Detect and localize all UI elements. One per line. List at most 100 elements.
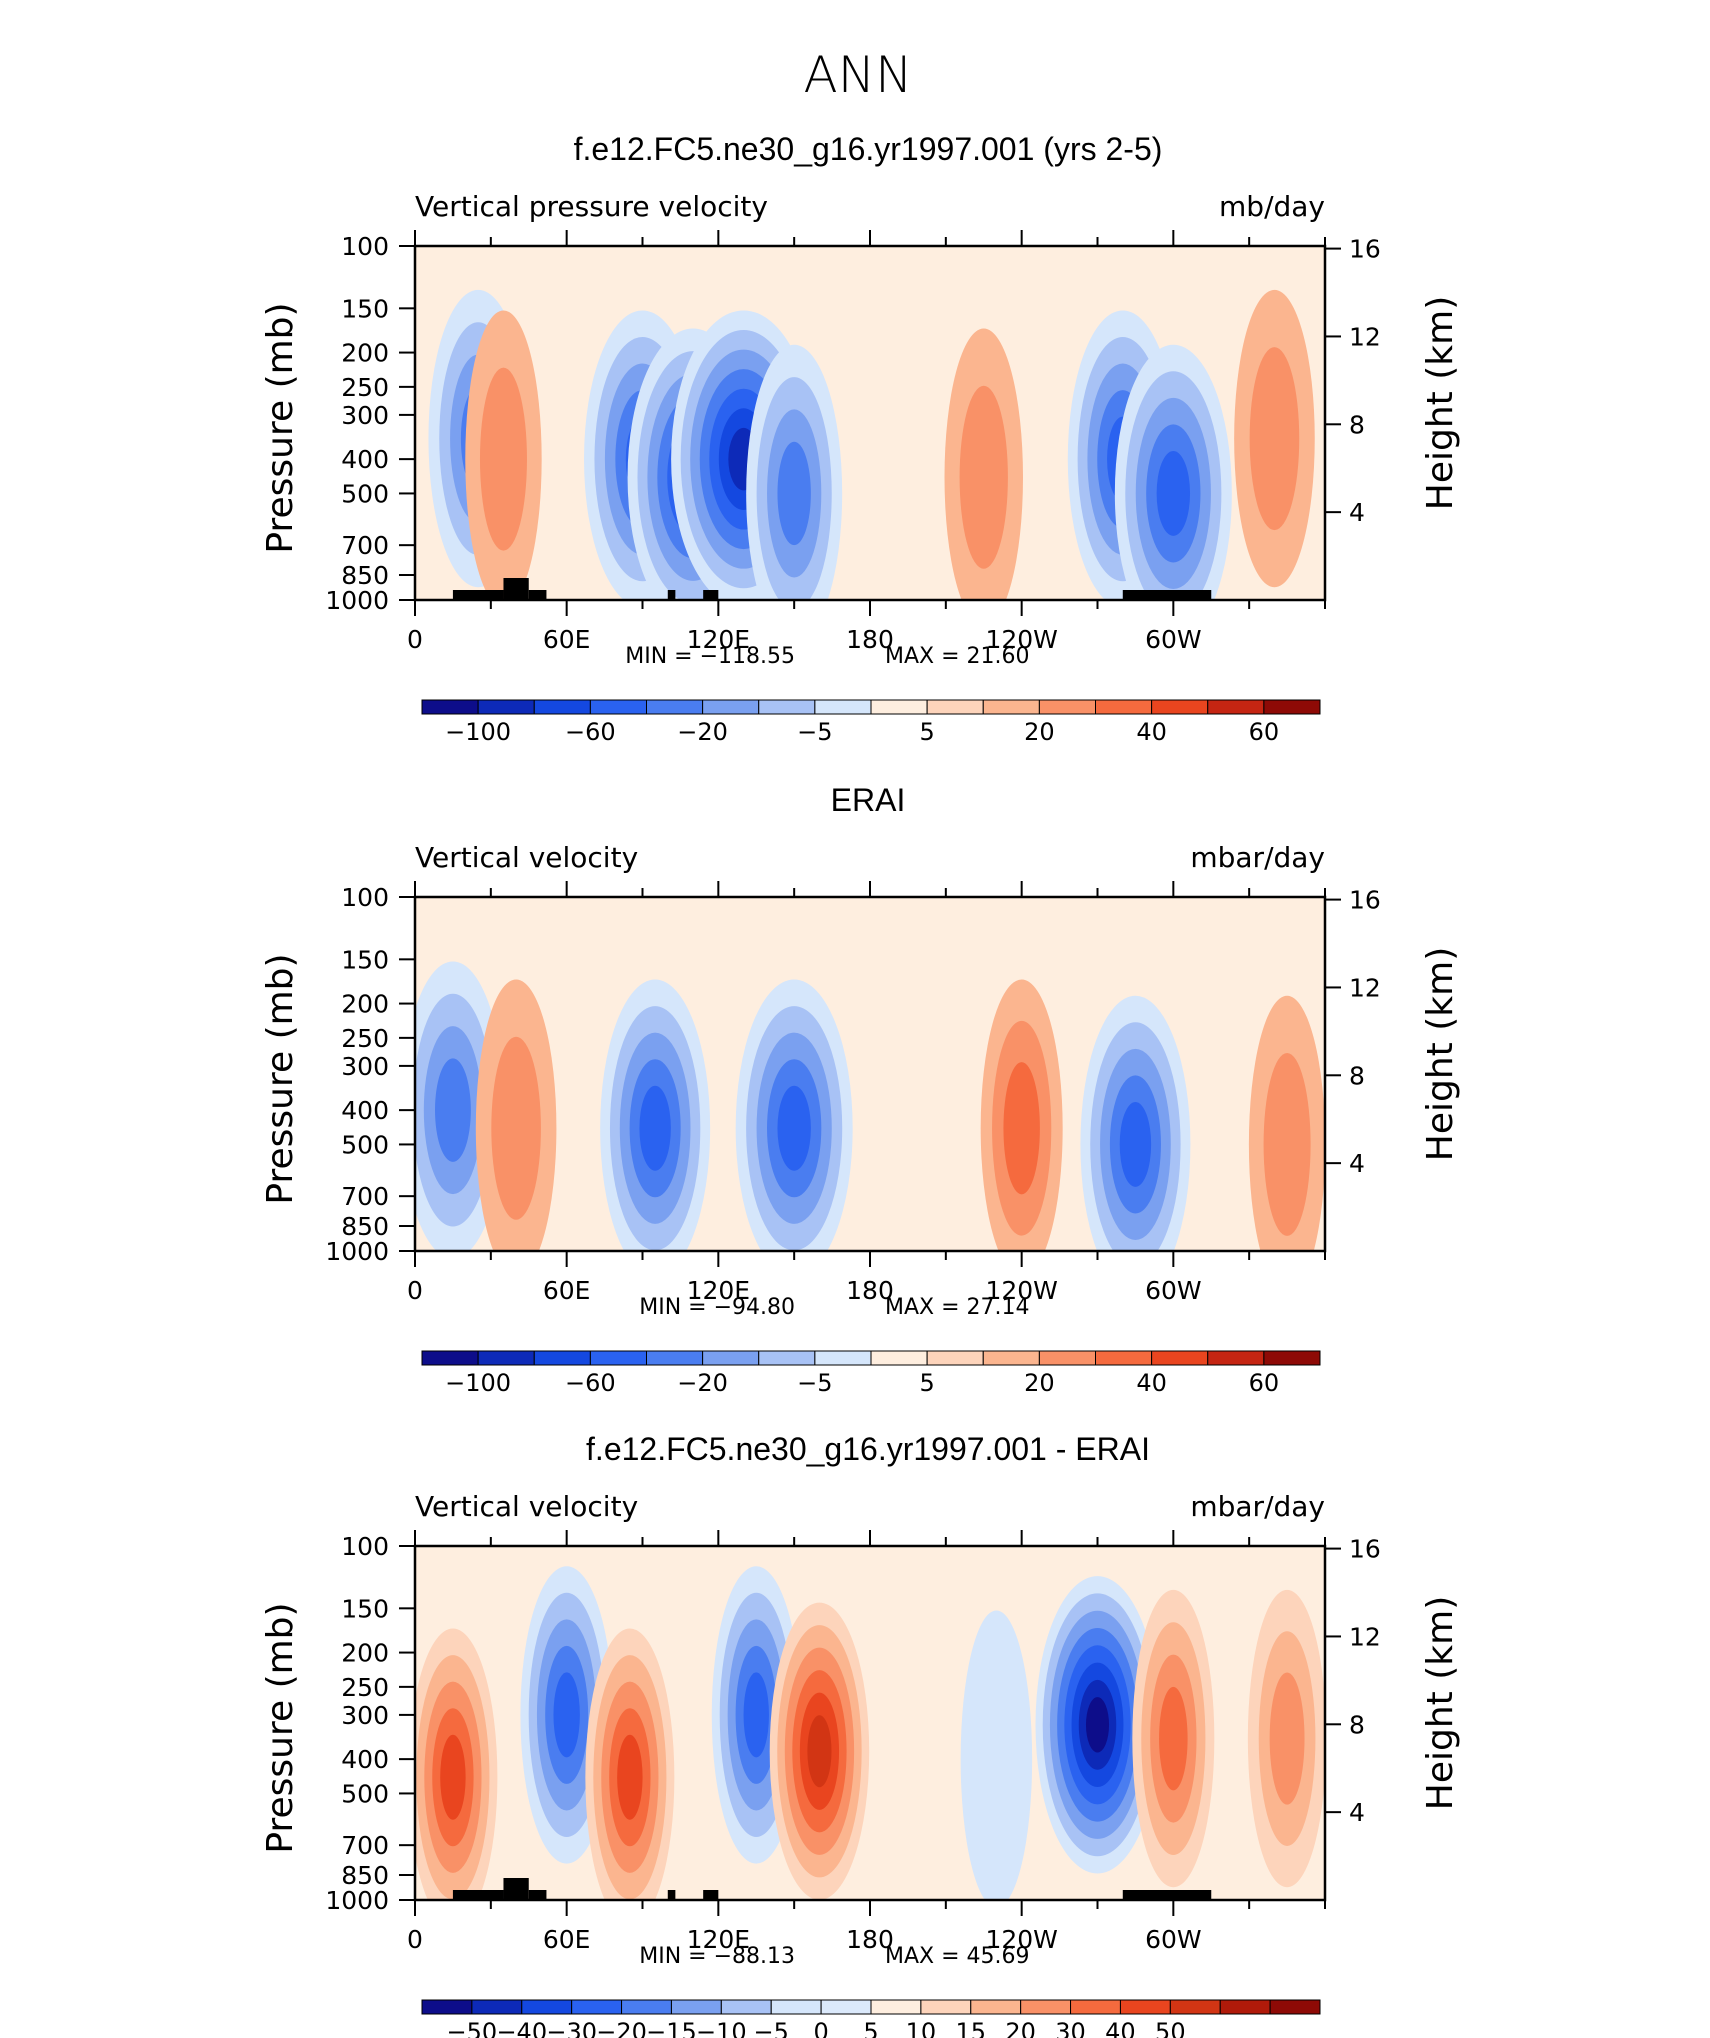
x-tick-label: 180 bbox=[846, 1276, 894, 1305]
x-tick-label: 60E bbox=[543, 625, 591, 654]
contour-field bbox=[415, 1546, 1325, 1900]
pressure-axis-label: Pressure (mb) bbox=[260, 953, 301, 1204]
panel-3: f.e12.FC5.ne30_g16.yr1997.001 - ERAI Vert… bbox=[260, 1431, 1461, 2038]
height-tick-label: 12 bbox=[1349, 322, 1381, 351]
colorbar-label: 0 bbox=[813, 2018, 828, 2038]
height-tick-label: 4 bbox=[1349, 498, 1365, 527]
height-tick-label: 8 bbox=[1349, 410, 1365, 439]
pressure-axis-label: Pressure (mb) bbox=[260, 1602, 301, 1853]
height-tick-label: 16 bbox=[1349, 886, 1381, 915]
height-tick-label: 16 bbox=[1349, 1535, 1381, 1564]
contour-blob-2 bbox=[491, 1036, 541, 1220]
contour-blob-3 bbox=[639, 1085, 671, 1171]
pressure-tick-label: 850 bbox=[341, 561, 389, 590]
colorbar-label: −50 bbox=[447, 2018, 498, 2038]
colorbar-label: 10 bbox=[906, 2018, 937, 2038]
min-label: MIN = −94.80 bbox=[639, 1295, 795, 1320]
colorbar-box bbox=[589, 1350, 647, 1366]
x-tick-label: 60E bbox=[543, 1925, 591, 1954]
pressure-tick-label: 200 bbox=[341, 339, 389, 368]
colorbar-box bbox=[1151, 1350, 1209, 1366]
x-tick-label: 60E bbox=[543, 1276, 591, 1305]
colorbar-label: −100 bbox=[445, 1369, 511, 1397]
pressure-tick-label: 700 bbox=[341, 1182, 389, 1211]
variable-label: Vertical velocity bbox=[415, 841, 638, 874]
units-label: mb/day bbox=[1219, 190, 1325, 223]
pressure-tick-label: 150 bbox=[341, 1594, 389, 1623]
colorbar-label: 50 bbox=[1155, 2018, 1186, 2038]
colorbar-box bbox=[758, 699, 816, 715]
contour-blob-5 bbox=[807, 1715, 832, 1788]
colorbar-box bbox=[533, 699, 591, 715]
topography bbox=[667, 590, 676, 600]
colorbar-label: 20 bbox=[1024, 1369, 1055, 1397]
colorbar-box bbox=[970, 1999, 1022, 2015]
contour-blob-4 bbox=[743, 1672, 769, 1758]
panel-title: f.e12.FC5.ne30_g16.yr1997.001 (yrs 2-5) bbox=[574, 131, 1163, 167]
colorbar-label: −5 bbox=[754, 2018, 789, 2038]
colorbar-label: −20 bbox=[677, 1369, 728, 1397]
pressure-tick-label: 700 bbox=[341, 531, 389, 560]
x-tick-label: 180 bbox=[846, 1925, 894, 1954]
pressure-tick-label: 100 bbox=[341, 1532, 389, 1561]
pressure-tick-label: 200 bbox=[341, 990, 389, 1019]
colorbar-box bbox=[421, 699, 479, 715]
pressure-tick-label: 500 bbox=[341, 1130, 389, 1159]
contour-blob-1 bbox=[435, 1058, 471, 1162]
contour-field bbox=[415, 246, 1325, 600]
pressure-tick-label: 400 bbox=[341, 445, 389, 474]
colorbar-box bbox=[702, 1350, 760, 1366]
pressure-tick-label: 500 bbox=[341, 1779, 389, 1808]
colorbar-box bbox=[646, 699, 704, 715]
colorbar-box bbox=[1151, 699, 1209, 715]
colorbar-box bbox=[770, 1999, 822, 2015]
pressure-tick-label: 400 bbox=[341, 1745, 389, 1774]
pressure-tick-label: 150 bbox=[341, 294, 389, 323]
pressure-tick-label: 1000 bbox=[325, 1886, 389, 1915]
colorbar-box bbox=[421, 1350, 479, 1366]
panel-title: f.e12.FC5.ne30_g16.yr1997.001 - ERAI bbox=[586, 1431, 1150, 1467]
x-tick-label: 120W bbox=[985, 1925, 1057, 1954]
colorbar-box bbox=[421, 1999, 473, 2015]
contour-field bbox=[415, 897, 1325, 1251]
colorbar-box bbox=[820, 1999, 872, 2015]
colorbar-label: 15 bbox=[956, 2018, 987, 2038]
max-label: MAX = 27.14 bbox=[885, 1295, 1030, 1320]
colorbar-box bbox=[1038, 699, 1096, 715]
colorbar-box bbox=[1269, 1999, 1321, 2015]
colorbar-box bbox=[1219, 1999, 1271, 2015]
pressure-tick-label: 150 bbox=[341, 945, 389, 974]
height-axis-label: Height (km) bbox=[1420, 1596, 1461, 1810]
topography bbox=[503, 1878, 529, 1900]
x-tick-label: 60W bbox=[1145, 1925, 1202, 1954]
contour-blob-6 bbox=[777, 441, 811, 546]
colorbar-label: −20 bbox=[677, 718, 728, 746]
colorbar-box bbox=[926, 1350, 984, 1366]
colorbar-box bbox=[1020, 1999, 1072, 2015]
panel-2: ERAI Vertical velocity mbar/day 0 60E 120E 180… bbox=[260, 782, 1461, 1397]
pressure-tick-label: 500 bbox=[341, 479, 389, 508]
pressure-tick-label: 1000 bbox=[325, 1237, 389, 1266]
pressure-tick-label: 300 bbox=[341, 1701, 389, 1730]
x-tick-label: 120E bbox=[687, 1276, 751, 1305]
colorbar: −100 −60 −20 −5 5 20 40 60 bbox=[421, 1350, 1321, 1397]
colorbar-label: −5 bbox=[797, 718, 832, 746]
colorbar-box bbox=[870, 1999, 922, 2015]
contour-blob-2 bbox=[479, 367, 527, 551]
colorbar-box bbox=[571, 1999, 623, 2015]
colorbar-box bbox=[471, 1999, 523, 2015]
colorbar-box bbox=[1038, 1350, 1096, 1366]
panel-title: ERAI bbox=[831, 782, 906, 818]
colorbar-label: −5 bbox=[797, 1369, 832, 1397]
colorbar-label: −60 bbox=[565, 1369, 616, 1397]
topography bbox=[703, 1890, 719, 1900]
height-tick-label: 4 bbox=[1349, 1798, 1365, 1827]
colorbar-box bbox=[533, 1350, 591, 1366]
colorbar-box bbox=[1207, 1350, 1265, 1366]
x-tick-label: 0 bbox=[407, 625, 423, 654]
colorbar-label: 30 bbox=[1055, 2018, 1086, 2038]
colorbar-label: −10 bbox=[696, 2018, 747, 2038]
colorbar-label: 40 bbox=[1136, 718, 1167, 746]
colorbar-box bbox=[870, 1350, 928, 1366]
